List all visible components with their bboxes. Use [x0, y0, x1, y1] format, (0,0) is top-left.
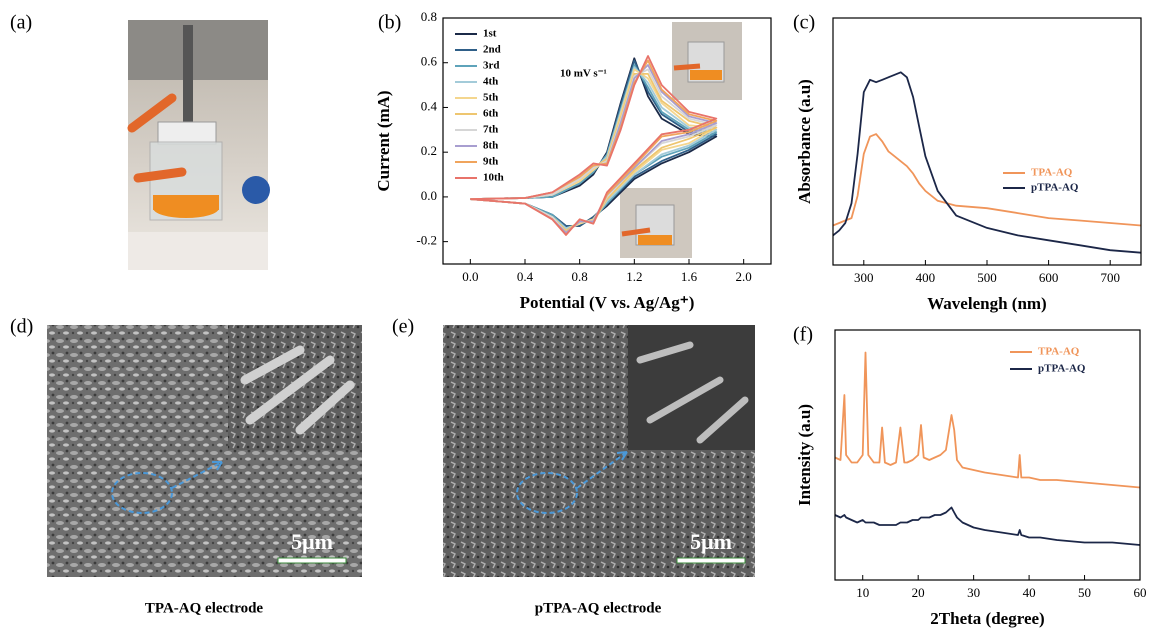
legend-label: 7th: [483, 124, 498, 136]
x-tick-label: 600: [1039, 270, 1059, 285]
legend-label: 3rd: [483, 60, 500, 72]
caption: pTPA-AQ electrode: [535, 600, 662, 616]
x-tick-label: 1.6: [681, 269, 698, 284]
x-tick-label: 10: [856, 585, 869, 600]
y-tick-label: 0.8: [421, 9, 437, 24]
y-axis-label: Current (mA): [374, 90, 393, 191]
legend-label: 8th: [483, 140, 498, 152]
legend-label: TPA-AQ: [1031, 167, 1073, 179]
x-tick-label: 50: [1078, 585, 1091, 600]
photo-a: [127, 20, 270, 270]
plot-frame: [832, 17, 1142, 266]
x-tick-label: 2.0: [736, 269, 752, 284]
panel-label: (a): [10, 12, 32, 34]
y-tick-label: 0.6: [421, 54, 438, 69]
series-line: [834, 351, 1141, 489]
annotation: 10 mV s⁻¹: [560, 68, 607, 80]
x-tick-label: 1.2: [626, 269, 642, 284]
scale-bar-label: 5μm: [690, 529, 732, 554]
legend-label: 9th: [483, 156, 498, 168]
legend-label: pTPA-AQ: [1031, 182, 1079, 194]
series-line: [834, 506, 1141, 546]
x-tick-label: 300: [854, 270, 874, 285]
x-tick-label: 60: [1134, 585, 1147, 600]
legend-label: 4th: [483, 76, 498, 88]
x-axis-label: Wavelengh (nm): [927, 294, 1046, 313]
series-line: [470, 55, 718, 236]
x-tick-label: 700: [1100, 270, 1120, 285]
sem-image: [443, 325, 755, 577]
scale-bar-label: 5μm: [291, 529, 333, 554]
legend-label: 10th: [483, 172, 504, 184]
legend-label: pTPA-AQ: [1038, 363, 1086, 375]
panel-label: (c): [793, 12, 815, 34]
plot-frame: [442, 17, 772, 265]
x-tick-label: 20: [912, 585, 925, 600]
legend-label: 2nd: [483, 44, 501, 56]
x-tick-label: 0.0: [462, 269, 478, 284]
x-tick-label: 30: [967, 585, 980, 600]
series-line: [832, 133, 1142, 227]
caption: TPA-AQ electrode: [145, 600, 263, 616]
series-line: [832, 71, 1142, 254]
y-tick-label: 0.4: [421, 98, 438, 113]
y-axis-label: Intensity (a.u): [795, 404, 814, 506]
y-axis-label: Absorbance (a.u): [795, 79, 814, 204]
legend-label: TPA-AQ: [1038, 346, 1080, 358]
panel-label: (d): [10, 316, 33, 338]
x-tick-label: 0.8: [572, 269, 588, 284]
x-tick-label: 40: [1023, 585, 1036, 600]
legend-label: 1st: [483, 28, 497, 40]
inset-photo: [672, 22, 742, 100]
plot-frame: [834, 329, 1141, 581]
legend-label: 6th: [483, 108, 498, 120]
x-axis-label: Potential (V vs. Ag/Ag⁺): [520, 293, 695, 312]
x-tick-label: 0.4: [517, 269, 534, 284]
x-axis-label: 2Theta (degree): [930, 609, 1044, 628]
panel-label: (e): [392, 316, 414, 338]
y-tick-label: -0.2: [416, 233, 437, 248]
x-tick-label: 400: [916, 270, 936, 285]
legend-label: 5th: [483, 92, 498, 104]
y-tick-label: 0.0: [421, 188, 437, 203]
panel-label: (b): [378, 12, 401, 34]
panel-label: (f): [793, 324, 813, 346]
sem-image: [47, 325, 362, 577]
inset-photo: [620, 188, 692, 258]
x-tick-label: 500: [977, 270, 997, 285]
y-tick-label: 0.2: [421, 143, 437, 158]
